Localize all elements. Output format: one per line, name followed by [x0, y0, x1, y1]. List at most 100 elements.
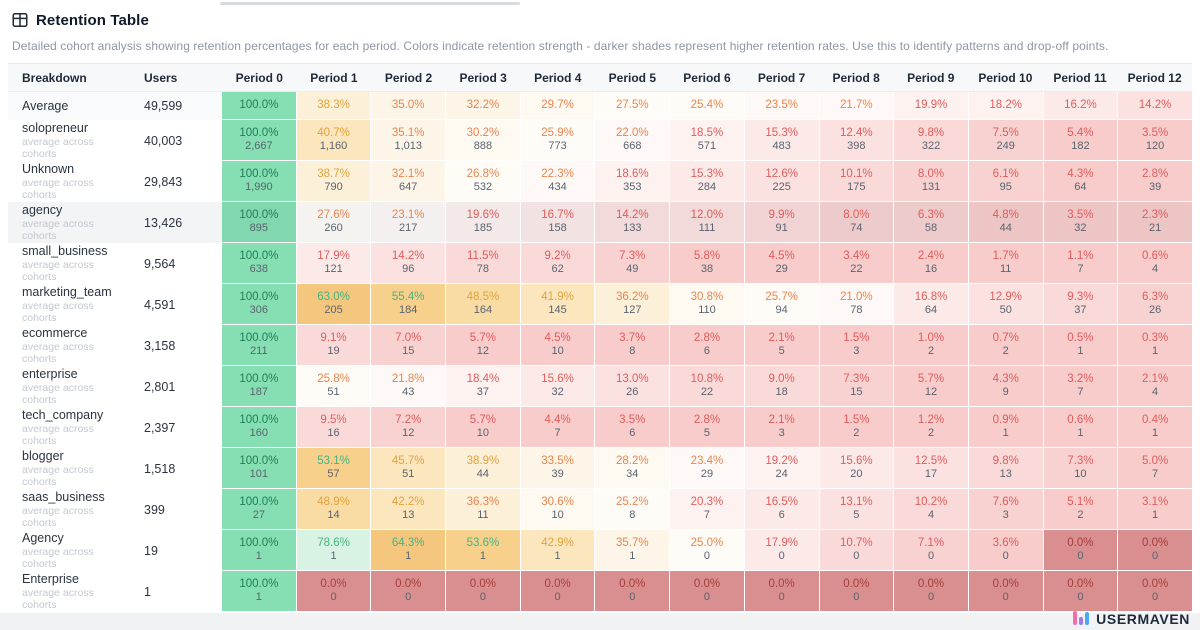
- retention-count: 790: [324, 181, 343, 194]
- retention-percent: 19.9%: [914, 99, 948, 112]
- retention-cell: 16.2%: [1043, 92, 1119, 120]
- retention-percent: 3.7%: [619, 331, 646, 344]
- breakdown-label: marketing_team: [22, 284, 112, 299]
- retention-count: 0: [554, 591, 561, 604]
- retention-percent: 19.2%: [765, 454, 798, 467]
- retention-count: 101: [249, 468, 269, 481]
- retention-cell: 2.1% 4: [1118, 366, 1192, 407]
- retention-percent: 3.1%: [1141, 495, 1169, 508]
- retention-percent: 18.6%: [615, 167, 649, 180]
- table-row-small-business: small_business average across cohorts 9,56…: [8, 243, 1192, 284]
- table-row-unknown: Unknown average across cohorts 29,843 100.0…: [8, 161, 1192, 202]
- retention-cell: 9.1% 19: [296, 325, 372, 366]
- retention-percent: 13.1%: [840, 495, 873, 508]
- retention-cell: 100.0% 306: [222, 284, 297, 325]
- retention-percent: 8.0%: [843, 208, 870, 221]
- retention-cell: 0.6% 1: [1043, 407, 1119, 448]
- retention-count: 17: [924, 468, 938, 481]
- retention-percent: 100.0%: [239, 372, 279, 385]
- table-grid-icon: [12, 12, 28, 28]
- retention-cell: 1.2% 2: [894, 407, 969, 448]
- retention-percent: 3.6%: [992, 536, 1019, 549]
- retention-cell: 14.2%: [1118, 92, 1192, 120]
- retention-percent: 7.3%: [619, 249, 646, 262]
- retention-percent: 32.2%: [466, 99, 500, 112]
- retention-count: 13: [402, 509, 415, 522]
- users-value: 13,426: [144, 215, 183, 230]
- retention-cell: 7.6% 3: [968, 489, 1044, 530]
- retention-count: 11: [477, 509, 489, 522]
- retention-percent: 11.5%: [467, 249, 499, 262]
- breakdown-label: enterprise: [22, 366, 78, 381]
- horizontal-scrollbar-thumb[interactable]: [220, 2, 520, 5]
- retention-count: 74: [850, 222, 863, 235]
- retention-percent: 7.6%: [992, 495, 1019, 508]
- retention-cell: 5.7% 12: [894, 366, 969, 407]
- retention-count: 5: [703, 427, 711, 440]
- retention-count: 1: [554, 550, 561, 563]
- retention-percent: 12.9%: [989, 290, 1023, 303]
- users-cell: 1: [130, 571, 222, 612]
- retention-cell: 9.8% 13: [968, 448, 1044, 489]
- retention-percent: 16.2%: [1064, 99, 1097, 112]
- retention-count: 0: [1152, 550, 1159, 563]
- retention-cell: 38.7% 790: [296, 161, 372, 202]
- retention-percent: 100.0%: [239, 536, 279, 549]
- retention-percent: 26.8%: [466, 167, 500, 180]
- retention-percent: 0.0%: [395, 577, 422, 590]
- retention-cell: 10.7% 0: [819, 530, 895, 571]
- retention-cell: 2.1% 5: [744, 325, 820, 366]
- retention-count: 1: [330, 550, 337, 563]
- retention-count: 3: [1002, 509, 1009, 522]
- retention-percent: 0.6%: [1141, 249, 1169, 262]
- column-header-breakdown: Breakdown: [22, 70, 87, 85]
- retention-cell: 5.7% 10: [446, 407, 521, 448]
- retention-cell: 1.7% 11: [968, 243, 1044, 284]
- users-value: 9,564: [144, 256, 176, 271]
- retention-cell: 14.2% 133: [595, 202, 671, 243]
- retention-percent: 5.8%: [693, 249, 721, 262]
- retention-percent: 35.7%: [615, 536, 649, 549]
- breakdown-cell: solopreneur average across cohorts: [8, 120, 130, 161]
- retention-count: 14: [327, 509, 340, 522]
- retention-percent: 6.3%: [1141, 290, 1169, 303]
- retention-cell: 6.3% 58: [894, 202, 969, 243]
- retention-cell: 9.5% 16: [296, 407, 372, 448]
- retention-cell: 0.7% 2: [968, 325, 1044, 366]
- column-header-period-3: Period 3: [459, 70, 507, 85]
- retention-count: 164: [473, 304, 493, 317]
- retention-count: 1: [629, 550, 636, 563]
- report-header: Retention Table Detailed cohort analysis…: [12, 10, 1188, 54]
- retention-cell: 9.3% 37: [1043, 284, 1119, 325]
- retention-cell: 35.1% 1,013: [371, 120, 447, 161]
- retention-percent: 9.2%: [544, 249, 571, 262]
- retention-percent: 19.6%: [466, 208, 500, 221]
- retention-percent: 27.5%: [615, 99, 649, 112]
- brand-wordmark: USERMAVEN: [1096, 611, 1190, 627]
- retention-percent: 100.0%: [239, 126, 279, 139]
- retention-count: 8: [629, 345, 636, 358]
- retention-percent: 29.7%: [541, 99, 574, 112]
- retention-cell: 25.8% 51: [296, 366, 372, 407]
- retention-cell: 13.0% 26: [595, 366, 671, 407]
- retention-count: 38: [700, 263, 714, 276]
- retention-count: 19: [327, 345, 340, 358]
- retention-percent: 0.0%: [320, 577, 347, 590]
- breakdown-label: saas_business: [22, 489, 105, 504]
- users-cell: 49,599: [130, 92, 222, 120]
- retention-count: 284: [697, 181, 717, 194]
- retention-percent: 2.1%: [1141, 372, 1169, 385]
- retention-percent: 3.5%: [1141, 126, 1169, 139]
- users-cell: 399: [130, 489, 222, 530]
- retention-cell: 100.0% 1: [222, 530, 297, 571]
- retention-percent: 48.9%: [317, 495, 350, 508]
- retention-percent: 22.0%: [615, 126, 649, 139]
- retention-percent: 38.7%: [317, 167, 350, 180]
- breakdown-cell: marketing_team average across cohorts: [8, 284, 130, 325]
- retention-percent: 25.7%: [765, 290, 798, 303]
- users-cell: 2,801: [130, 366, 222, 407]
- retention-cell: 28.2% 34: [595, 448, 671, 489]
- retention-cell: 26.8% 532: [446, 161, 521, 202]
- retention-count: 6: [778, 509, 785, 522]
- retention-count: 1,990: [245, 181, 273, 194]
